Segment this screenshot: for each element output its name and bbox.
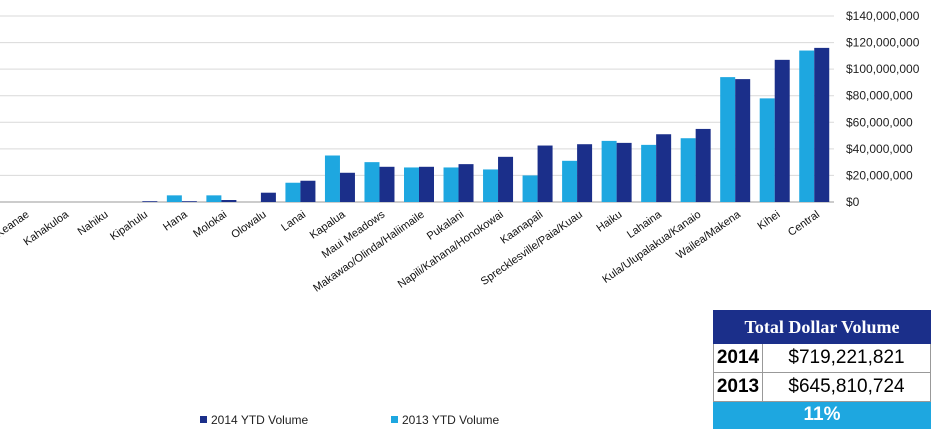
bar-2013 (324, 155, 340, 202)
y-tick-label: $100,000,000 (846, 62, 920, 76)
bar-2014 (814, 47, 830, 203)
totals-year: 2013 (713, 372, 763, 402)
bar-2014 (616, 142, 632, 202)
legend: 2014 YTD Volume 2013 YTD Volume (200, 413, 499, 425)
legend-swatch (391, 416, 398, 423)
bar-2013 (720, 77, 736, 202)
y-tick-label: $0 (846, 195, 860, 209)
bar-2013 (404, 167, 419, 202)
legend-label: 2013 YTD Volume (402, 413, 499, 425)
bar-2014 (339, 172, 355, 202)
bar-2014 (695, 128, 711, 202)
bar-2013 (483, 169, 499, 202)
x-category-label: Olowalu (229, 209, 268, 242)
y-tick-label: $20,000,000 (846, 168, 913, 182)
bar-2014 (458, 164, 474, 202)
bar-2014 (260, 192, 276, 202)
bar-2014 (774, 59, 790, 202)
bar-2013 (443, 167, 459, 202)
bar-2014 (379, 166, 395, 202)
bar-2014 (498, 156, 514, 202)
y-tick-label: $120,000,000 (846, 36, 920, 50)
bar-2013 (799, 50, 815, 202)
bar-2014 (300, 180, 316, 202)
y-tick-label: $140,000,000 (846, 9, 920, 23)
totals-amount: $645,810,724 (762, 372, 931, 402)
x-category-label: Molokai (191, 209, 229, 241)
bar-2014 (419, 166, 434, 202)
y-tick-label: $40,000,000 (846, 142, 913, 156)
bar-2014 (537, 145, 553, 202)
bar-2014 (735, 79, 751, 202)
legend-label: 2014 YTD Volume (211, 413, 308, 425)
bar-2013 (562, 160, 578, 202)
bar-2013 (680, 138, 696, 202)
x-category-label: Central (786, 209, 822, 239)
bar-2013 (206, 195, 222, 202)
bar-2014 (181, 201, 197, 202)
bar-2013 (285, 182, 301, 202)
bar-2013 (166, 195, 182, 202)
bar-2014 (142, 201, 158, 202)
x-category-label: Kipahulu (108, 209, 150, 243)
bar-2014 (221, 200, 237, 202)
bar-2013 (641, 144, 657, 202)
x-category-label: Kahakuloa (22, 208, 72, 248)
bar-2013 (759, 98, 775, 202)
totals-amount: $719,221,821 (762, 343, 931, 373)
bar-2014 (577, 144, 593, 202)
totals-year: 2014 (713, 343, 763, 373)
bar-2013 (522, 175, 538, 202)
x-category-label: Hana (161, 208, 190, 233)
bar-2013 (364, 162, 380, 202)
gridlines (0, 15, 834, 203)
totals-row-2014: 2014 $719,221,821 (713, 343, 931, 373)
y-tick-label: $60,000,000 (846, 115, 913, 129)
bar-2013 (601, 140, 617, 202)
totals-row-2013: 2013 $645,810,724 (713, 372, 931, 402)
x-category-label: Haiku (594, 209, 624, 235)
y-tick-label: $80,000,000 (846, 89, 913, 103)
totals-change: 11% (713, 401, 931, 429)
totals-table: Total Dollar Volume 2014 $719,221,821 20… (713, 310, 931, 429)
legend-swatch (200, 416, 207, 423)
bar-2014 (656, 134, 672, 202)
totals-title: Total Dollar Volume (713, 310, 931, 344)
x-category-label: Lanai (279, 209, 308, 234)
bars (142, 47, 830, 203)
x-category-label: Kihei (756, 209, 783, 233)
x-category-label: Nahiku (76, 209, 111, 238)
y-axis-ticks: $0 $20,000,000 $40,000,000 $60,000,000 $80,0… (846, 9, 920, 209)
